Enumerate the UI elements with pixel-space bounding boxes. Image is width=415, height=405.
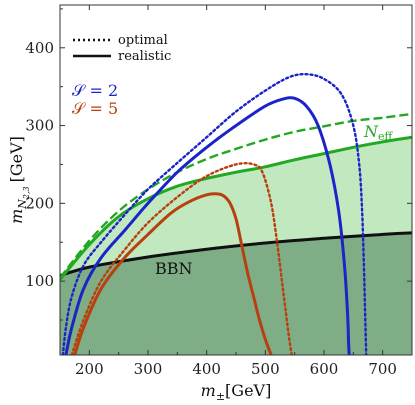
x-tick-label: 500 [251,360,280,378]
x-tick-label: 400 [192,360,221,378]
x-axis-title-main: m [201,381,216,400]
x-tick-label: 600 [310,360,339,378]
neff-realistic-line [60,135,412,281]
x-tick-label: 700 [368,360,397,378]
y-axis-title-main: m [7,209,26,224]
legend-realistic-label: realistic [118,49,171,64]
bbn-boundary-line [60,231,412,278]
s2-label: 𝒮 = 2 [72,81,118,100]
blue-s2-optimal-line [61,72,368,355]
red-s5-optimal-line [70,162,293,355]
bbn-excluded-region [60,232,412,355]
y-tick-label: 100 [25,272,54,290]
x-axis-title-sub: ± [216,390,225,403]
legend: optimal realistic [73,33,171,64]
y-tick-label: 300 [25,117,54,135]
neff-label-main: N [363,122,379,141]
x-axis-title: m±[GeV] [201,381,272,403]
y-axis-title-unit: [GeV] [7,136,26,182]
red-s5-realistic-line [73,192,273,355]
neff-label: Neff [363,122,394,143]
y-tick-label: 400 [25,39,54,57]
x-tick-label: 300 [134,360,163,378]
neff-label-sub: eff [378,130,394,143]
y-axis-title: mN2,3 [GeV] [7,136,31,224]
blue-s2-realistic-line [64,96,351,355]
x-axis-title-unit: [GeV] [225,381,271,400]
s5-label: 𝒮 = 5 [72,99,118,118]
x-tick-label: 200 [75,360,104,378]
y-tick-label: 200 [25,194,54,212]
y-axis-title-sub: N [16,199,29,210]
legend-optimal-label: optimal [118,33,168,48]
bbn-label: BBN [155,259,193,278]
y-axis-title-subsub: 2,3 [22,186,31,200]
